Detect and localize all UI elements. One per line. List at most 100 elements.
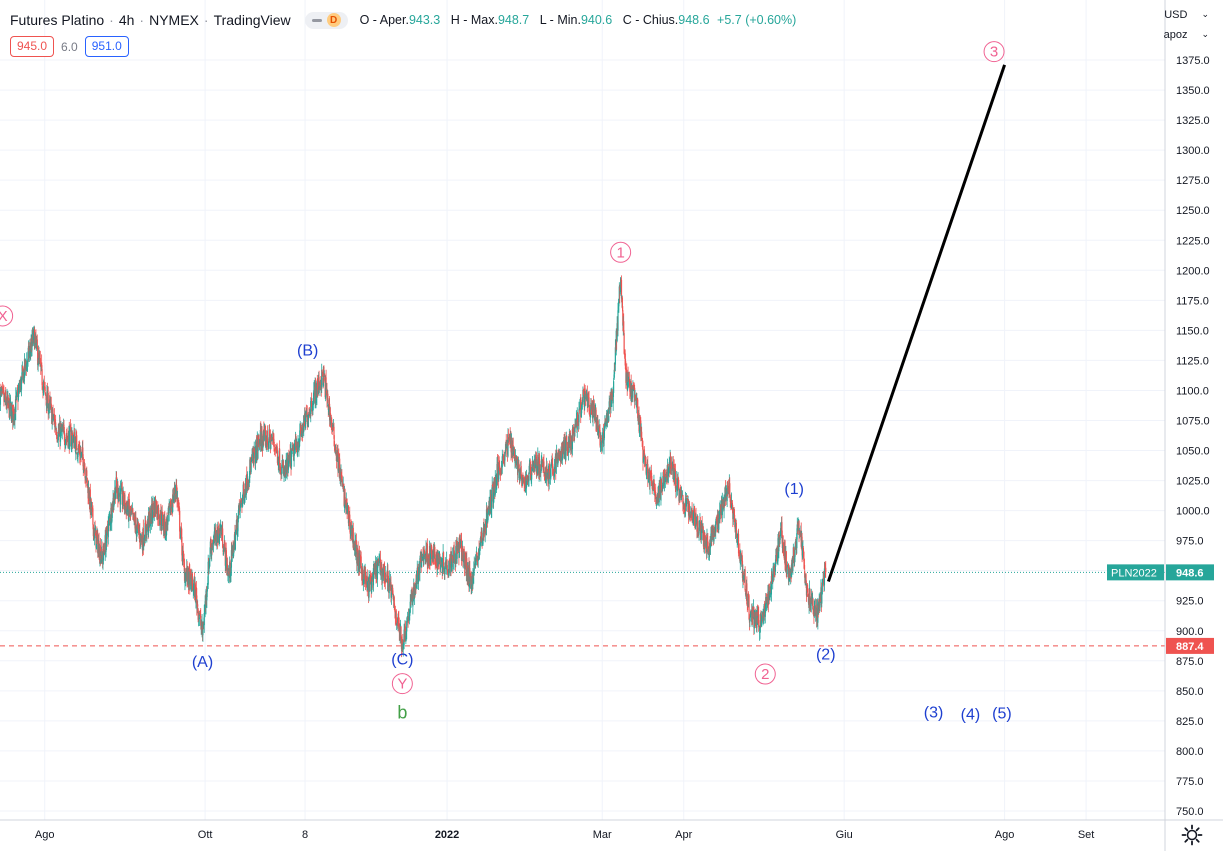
candle-body: [664, 476, 666, 483]
candle-body: [111, 503, 113, 518]
candle-body: [77, 454, 79, 457]
candle-body: [566, 436, 568, 441]
candle-body: [438, 558, 440, 565]
candle-body: [430, 545, 432, 560]
candle-body: [630, 385, 633, 399]
delayed-data-badge[interactable]: D: [326, 13, 341, 27]
candle-body: [817, 603, 819, 623]
candle-body: [312, 397, 314, 406]
candle-body: [590, 403, 592, 408]
candle-body: [577, 413, 579, 422]
candle-body: [474, 561, 477, 565]
candle-body: [503, 458, 505, 460]
candle-body: [717, 528, 719, 532]
candle-body: [498, 464, 500, 480]
candle-body: [590, 403, 592, 415]
candle-body: [759, 625, 761, 633]
price-tick-label: 1150.0: [1176, 325, 1209, 337]
candle-body: [632, 386, 634, 398]
candle-body: [557, 458, 559, 465]
market-status-pill[interactable]: D: [304, 11, 348, 29]
candle-body: [729, 496, 731, 502]
candle-body: [638, 413, 640, 432]
candle-body: [553, 476, 555, 478]
candle-body: [581, 403, 583, 414]
candle-body: [803, 558, 805, 570]
currency-selector[interactable]: USD ⌄: [1164, 9, 1209, 21]
candle-body: [214, 527, 216, 540]
candle-body: [41, 362, 43, 367]
candle-body: [380, 569, 382, 572]
candle-body: [20, 377, 23, 390]
candle-body: [603, 439, 605, 447]
candle-body: [63, 424, 65, 430]
candle-body: [417, 569, 419, 574]
candle-body: [628, 378, 630, 383]
candle-body: [191, 573, 194, 585]
candle-body: [588, 409, 591, 412]
candle-body: [660, 479, 662, 485]
candle-body: [485, 522, 487, 525]
candle-body: [264, 427, 266, 432]
candle-body: [577, 420, 579, 423]
candle-body: [492, 493, 495, 504]
candle-body: [258, 439, 260, 444]
gear-icon[interactable]: [1180, 823, 1204, 847]
candle-body: [481, 532, 483, 538]
candle-body: [100, 556, 102, 564]
candle-body: [196, 604, 198, 610]
candle-body: [247, 479, 249, 490]
candle-body: [27, 351, 29, 360]
candle-body: [521, 476, 524, 485]
candle-body: [385, 574, 387, 578]
candle-body: [602, 430, 605, 444]
candle-body: [404, 626, 407, 641]
low-label: L - Min.: [539, 13, 581, 27]
currency-label: USD: [1164, 9, 1188, 21]
candle-body: [528, 463, 531, 471]
time-tick-label: Ago: [995, 829, 1015, 841]
chevron-down-icon: ⌄: [1201, 29, 1209, 39]
candle-body: [442, 558, 444, 572]
candle-body: [514, 459, 516, 463]
candle-body: [121, 487, 123, 505]
candle-body: [706, 536, 709, 542]
candle-body: [341, 479, 343, 487]
symbol-name[interactable]: Futures Platino: [10, 12, 105, 28]
candle-body: [651, 481, 653, 489]
candle-body: [539, 468, 542, 474]
candle-body: [97, 533, 99, 554]
candle-body: [126, 506, 128, 515]
price-tick-label: 1375.0: [1176, 55, 1210, 67]
buy-button[interactable]: 951.0: [84, 36, 129, 57]
candle-body: [316, 381, 318, 398]
candle-body: [73, 432, 76, 449]
candle-body: [794, 557, 796, 559]
candle-body: [476, 555, 478, 560]
candle-body: [143, 542, 145, 548]
candle-body: [130, 509, 133, 511]
candle-body: [446, 569, 449, 574]
separator-dot-icon: ·: [139, 12, 145, 28]
candle-body: [250, 460, 252, 473]
candle-body: [540, 471, 542, 474]
candle-body: [99, 545, 101, 563]
candle-body: [507, 434, 509, 457]
candle-body: [798, 520, 800, 535]
sell-button[interactable]: 945.0: [10, 36, 55, 57]
candle-body: [673, 470, 676, 480]
candle-body: [804, 577, 806, 580]
candle-body: [224, 541, 226, 548]
candle-body: [533, 465, 535, 469]
candle-body: [372, 567, 375, 586]
scale-mode-selector[interactable]: apoz ⌄: [1164, 29, 1209, 41]
interval-label[interactable]: 4h: [118, 12, 135, 28]
candle-body: [476, 552, 478, 556]
candle-body: [37, 353, 40, 365]
candle-body: [115, 489, 117, 499]
candle-body: [735, 522, 737, 538]
candle-body: [199, 613, 201, 615]
candle-body: [786, 566, 788, 575]
open-label: O - Aper.: [359, 13, 409, 27]
